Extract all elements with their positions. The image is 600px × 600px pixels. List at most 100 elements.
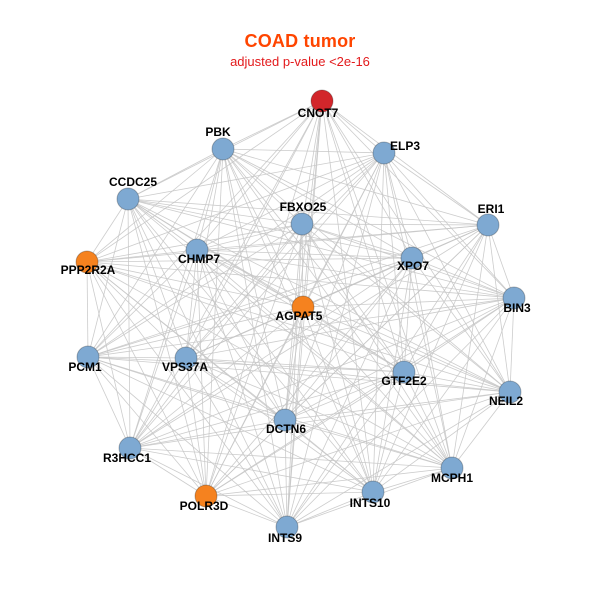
node-label-neil2: NEIL2 [489,394,523,408]
network-edge [321,100,453,469]
network-edge [222,148,303,225]
node-label-chmp7: CHMP7 [178,252,220,266]
network-edge [301,223,405,373]
node-label-pbk: PBK [205,125,231,139]
network-edge [127,198,207,497]
network-edge [286,257,413,528]
network-edge [383,152,511,393]
network-edge [286,391,511,528]
network-edge [86,152,385,263]
node-circle-pbk [211,137,235,161]
network-edge [185,297,515,359]
network-edge [205,306,304,497]
network-edge [87,356,288,528]
network-edge [87,257,413,358]
network-edge [321,100,374,493]
network-edge [383,152,515,299]
network-edge [403,257,413,373]
network-edge [86,261,187,359]
node-circle-ints10 [361,480,385,504]
network-edge [451,224,489,469]
network-edge [129,152,385,449]
network-edge [302,306,511,393]
network-edge [86,261,511,393]
node-label-elp3: ELP3 [390,139,420,153]
network-edge [185,306,304,359]
network-edge [284,419,453,469]
node-label-ppp2r2a: PPP2R2A [61,263,116,277]
network-edge [127,152,385,200]
network-edge [127,198,413,259]
network-edge [127,198,511,393]
node-label-ccdc25: CCDC25 [109,175,157,189]
network-edge [411,257,453,469]
network-edge [196,223,303,251]
network-edge [222,148,304,308]
network-edge [284,419,374,493]
network-edge [284,297,515,421]
network-edge [403,371,453,469]
node-label-dctn6: DCTN6 [266,422,306,436]
network-edge [129,447,374,493]
network-edge [127,198,286,421]
network-edge [372,224,489,493]
node-circle-ints9 [275,515,299,539]
network-edge [196,148,224,251]
network-edge [411,257,511,393]
network-edge [403,224,489,373]
network-edge [127,198,187,359]
network-edge [222,148,286,421]
network-edge [222,148,385,154]
network-edge [129,257,413,449]
network-edge [129,391,511,449]
network-edge [185,357,405,373]
node-layer [75,89,526,539]
network-edge [302,306,405,373]
network-edge [87,152,385,358]
network-edge [205,371,405,497]
network-edge [86,261,453,469]
network-edge [222,148,405,373]
node-circle-xpo7 [400,246,424,270]
node-circle-cnot7 [310,89,334,113]
network-edge [129,148,224,449]
network-edge [284,223,303,421]
network-edge [301,100,323,225]
network-edge [301,223,511,393]
network-edge [383,152,413,259]
network-edge [87,100,323,358]
node-circle-neil2 [498,380,522,404]
network-edge [87,306,304,358]
network-edge [86,100,323,263]
network-edge [127,198,405,373]
network-edge [302,306,453,469]
network-edge [196,249,288,528]
network-edge [87,223,303,358]
network-edge [286,371,405,528]
network-edge [196,249,515,299]
network-edge [383,152,489,226]
network-edge [205,297,515,497]
node-circle-bin3 [502,286,526,310]
network-edge [87,356,453,469]
network-edge [372,391,511,493]
network-edge [196,249,304,308]
network-edge [222,100,323,150]
network-edge [129,224,489,449]
network-edge [284,224,489,421]
network-edge [185,100,323,359]
node-label-vps37a: VPS37A [162,360,208,374]
network-edge [86,261,304,308]
network-edge [196,249,413,259]
network-edge [185,357,207,497]
network-edge [129,419,286,449]
node-circle-chmp7 [185,238,209,262]
network-edge [127,198,198,251]
network-edge [86,261,131,449]
node-circle-fbxo25 [290,212,314,236]
network-edge [185,357,288,528]
node-circle-mcph1 [440,456,464,480]
network-edge [86,249,198,263]
